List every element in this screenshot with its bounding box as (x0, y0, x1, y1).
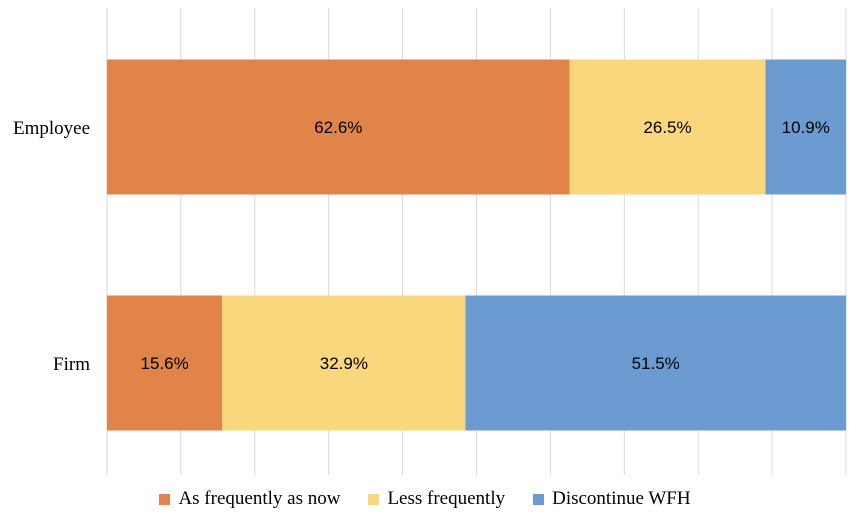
bars: 62.6% 26.5% 10.9% 15.6% 32.9% 51.5% (107, 59, 846, 431)
category-label: Employee (13, 118, 90, 139)
bar-segment (569, 59, 766, 195)
bar-segment (107, 59, 570, 195)
category-labels: Employee Firm (13, 118, 90, 375)
data-label: 10.9% (782, 118, 830, 137)
data-label: 15.6% (141, 354, 189, 373)
legend-label-series-1: Less frequently (387, 488, 506, 509)
data-label: 32.9% (320, 354, 368, 373)
legend-swatch-series-2 (533, 493, 545, 505)
legend-swatch-series-0 (159, 493, 171, 505)
bar-segment (222, 295, 466, 431)
legend-label-series-0: As frequently as now (178, 488, 341, 509)
data-label: 26.5% (643, 118, 691, 137)
bar-segment (107, 295, 223, 431)
data-label: 62.6% (314, 118, 362, 137)
legend-item-series-1: Less frequently (368, 488, 505, 510)
legend-swatch-series-1 (368, 493, 380, 505)
legend: As frequently as now Less frequently Dis… (0, 484, 850, 514)
data-label: 51.5% (632, 354, 680, 373)
legend-item-series-2: Discontinue WFH (533, 488, 691, 510)
bar-segment (765, 59, 846, 195)
legend-label-series-2: Discontinue WFH (552, 488, 691, 509)
category-label: Firm (53, 354, 90, 375)
bar-segment (465, 295, 846, 431)
legend-item-series-0: As frequently as now (159, 488, 340, 510)
